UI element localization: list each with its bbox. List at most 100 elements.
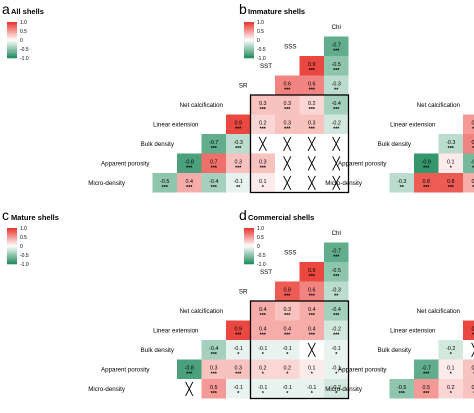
- legend-swatch: [244, 52, 254, 55]
- heatmap-cell: -0.8***: [177, 359, 202, 379]
- legend-swatch: [7, 56, 17, 59]
- cell-background: [201, 134, 226, 154]
- cell-significance: ***: [309, 107, 316, 113]
- cell-value: -0.3: [332, 81, 341, 87]
- cell-significance: ***: [260, 126, 267, 132]
- heatmap-cell: ╳: [324, 173, 349, 193]
- legend-swatch: [7, 47, 17, 50]
- variable-label: Bulk density: [378, 141, 412, 148]
- cell-significance: ***: [260, 332, 267, 338]
- heatmap-cell: 0.9***: [226, 114, 251, 134]
- heatmap-cell: 0.9***: [463, 320, 474, 340]
- cell-value: 0.3: [472, 365, 474, 371]
- cell-significance: ***: [333, 68, 340, 74]
- legend-swatch: [244, 262, 254, 265]
- cell-background: [299, 379, 324, 399]
- cell-background: [250, 340, 275, 360]
- legend-tick-label: -0.5: [20, 47, 29, 53]
- cell-significance: ***: [423, 185, 430, 191]
- cell-background: [299, 153, 324, 173]
- cell-background: [324, 242, 349, 262]
- legend-swatch: [244, 237, 254, 240]
- legend-swatch: [7, 247, 17, 250]
- variable-label: Linear extension: [390, 327, 436, 334]
- cell-cross: ╳: [258, 136, 267, 151]
- legend-swatch: [244, 231, 254, 234]
- variable-label: Apparent porosity: [338, 366, 387, 373]
- legend-swatch: [7, 237, 17, 240]
- cell-background: [152, 173, 177, 193]
- legend-swatch: [244, 32, 254, 35]
- cell-background: [226, 153, 251, 173]
- heatmap-cell: ╳: [324, 153, 349, 173]
- variable-label: Net calcification: [417, 102, 461, 109]
- cell-significance: ***: [260, 313, 267, 319]
- cell-background: [324, 173, 349, 193]
- cell-value: 0.6: [472, 140, 474, 146]
- legend-swatch: [7, 253, 17, 256]
- cell-significance: ***: [423, 391, 430, 397]
- legend-swatch: [244, 235, 254, 238]
- cell-value: -0.1: [332, 346, 341, 352]
- cell-significance: *: [450, 165, 453, 171]
- variable-label: SST: [260, 63, 272, 70]
- cell-value: 0.4: [259, 326, 267, 332]
- cell-background: [250, 173, 275, 193]
- legend-swatch: [7, 242, 17, 245]
- legend-tick-label: 0.5: [20, 29, 27, 35]
- legend-swatch: [7, 235, 17, 238]
- legend-swatch: [244, 56, 254, 59]
- cell-value: -0.3: [234, 140, 243, 146]
- heatmap-cell: 0.6***: [463, 134, 474, 154]
- variable-label: Chl: [332, 24, 341, 31]
- cell-value: -0.2: [332, 120, 341, 126]
- heatmap-cell: ╳: [250, 134, 275, 154]
- cell-background: [250, 134, 275, 154]
- cell-significance: *: [237, 352, 240, 358]
- cell-background: [250, 153, 275, 173]
- cell-background: [324, 95, 349, 115]
- legend-swatch: [7, 27, 17, 30]
- cell-value: 0.1: [259, 179, 267, 185]
- cell-background: [299, 301, 324, 321]
- heatmap-cell: 0.6***: [299, 281, 324, 301]
- heatmap-cell: 0.3***: [250, 153, 275, 173]
- cell-value: -0.1: [234, 346, 243, 352]
- cell-value: -0.3: [332, 287, 341, 293]
- heatmap-cell: 0.3***: [226, 359, 251, 379]
- cell-background: [299, 114, 324, 134]
- variable-label: Apparent porosity: [101, 160, 150, 167]
- cell-background: [226, 340, 251, 360]
- heatmap-cell: -0.1*: [275, 340, 300, 360]
- cell-value: 0.6: [308, 81, 316, 87]
- heatmap-cell: -0.3**: [324, 281, 349, 301]
- cell-background: [463, 134, 474, 154]
- cell-background: [438, 340, 463, 360]
- variable-label: Chl: [332, 230, 341, 237]
- cell-value: 0.7: [210, 159, 218, 165]
- legend-swatch: [7, 54, 17, 57]
- cell-value: 0.5: [472, 120, 474, 126]
- cell-value: 0.4: [472, 179, 474, 185]
- heatmap-cell: -0.7***: [324, 36, 349, 56]
- cell-value: -0.7: [332, 248, 341, 254]
- cell-background: [438, 153, 463, 173]
- heatmap-cell: -0.1*: [250, 340, 275, 360]
- legend-swatch: [244, 43, 254, 46]
- legend-swatch: [7, 249, 17, 252]
- variable-label: Apparent porosity: [338, 160, 387, 167]
- legend-swatch: [244, 249, 254, 252]
- cell-background: [463, 153, 474, 173]
- cell-significance: **: [236, 185, 241, 191]
- cell-significance: *: [286, 391, 289, 397]
- legend-tick-label: 0: [20, 244, 23, 250]
- cell-background: [299, 173, 324, 193]
- variable-label: Micro-density: [325, 386, 363, 393]
- heatmap-cell: 0.3***: [275, 114, 300, 134]
- panel-a: a All shells 1.0 0.5 0 -0.5 -1.0 Chl SSS SST SR Net…: [2, 1, 350, 194]
- cell-significance: *: [262, 352, 265, 358]
- legend-swatch: [7, 238, 17, 241]
- cell-value: 0.3: [284, 120, 292, 126]
- heatmap-cell: 0.4***: [250, 301, 275, 321]
- legend-tick-label: 0: [20, 38, 23, 44]
